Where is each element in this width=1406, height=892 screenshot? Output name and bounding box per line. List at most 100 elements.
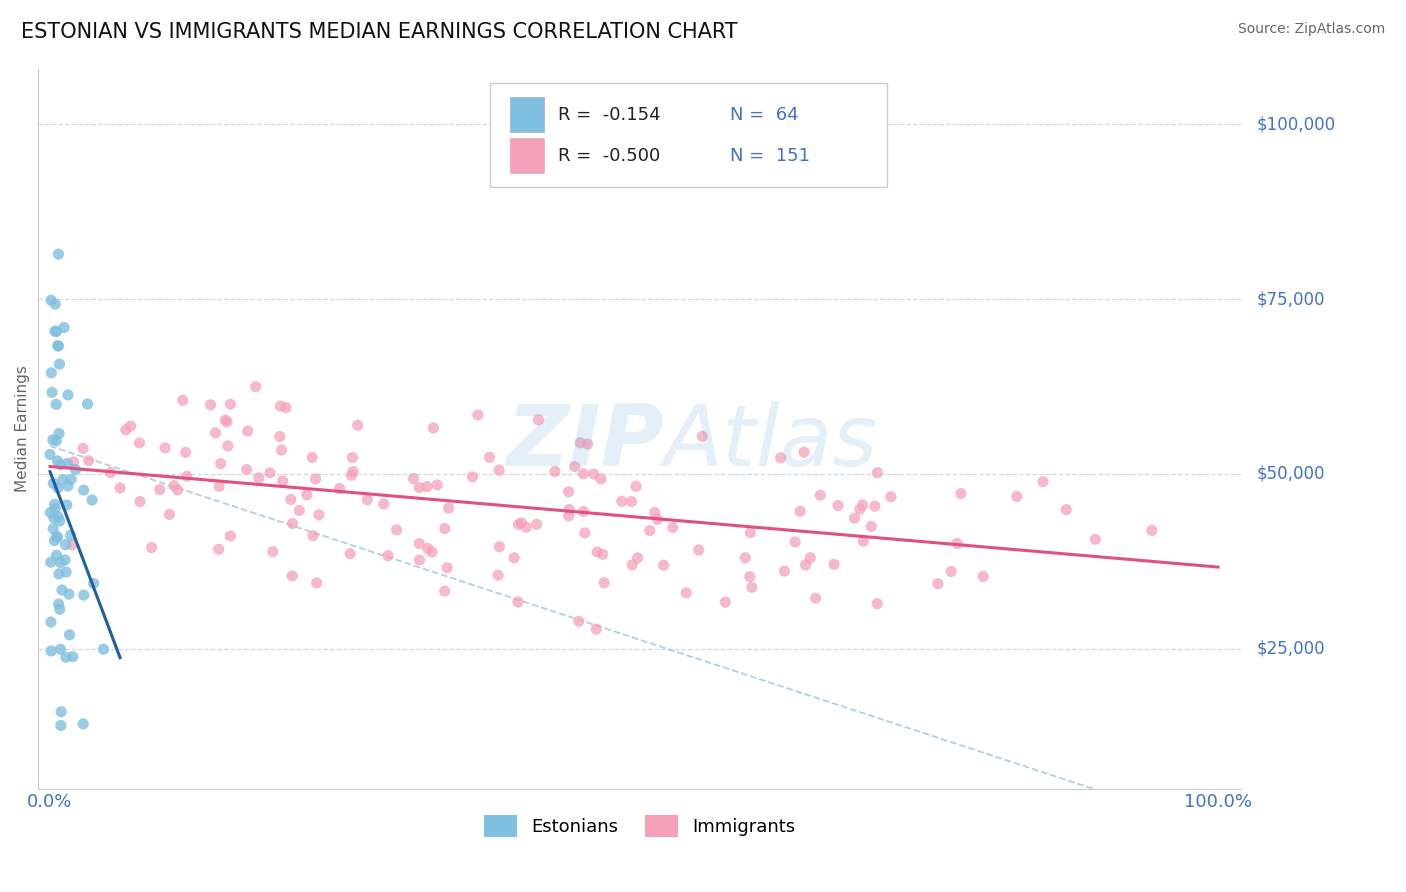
Point: [644, 506, 666, 520]
Point: [1140, 524, 1163, 538]
Point: [39, 447, 62, 461]
Point: [572, 467, 595, 481]
Point: [39, 644, 62, 658]
Point: [39, 555, 62, 569]
Point: [738, 569, 761, 583]
Point: [141, 541, 163, 555]
Point: [269, 429, 291, 443]
Point: [46, 454, 69, 468]
Point: [572, 504, 595, 518]
Point: [48, 426, 70, 441]
Point: [56, 388, 79, 402]
Point: [270, 443, 292, 458]
Point: [972, 569, 994, 583]
Point: [271, 474, 294, 488]
Point: [80, 493, 103, 508]
Point: [41, 385, 63, 400]
Point: [714, 595, 737, 609]
Point: [408, 536, 430, 550]
Point: [46, 530, 69, 544]
Point: [72, 717, 94, 731]
Point: [209, 457, 232, 471]
Point: [46, 509, 69, 524]
Point: [259, 466, 281, 480]
Point: [56, 457, 79, 471]
Point: [610, 494, 633, 508]
Point: [647, 512, 669, 526]
Point: [45, 530, 67, 544]
Point: [408, 481, 430, 495]
Point: [42, 476, 65, 491]
Point: [620, 494, 643, 508]
Point: [55, 650, 77, 665]
Point: [808, 488, 831, 502]
Point: [939, 565, 962, 579]
Point: [44, 533, 66, 548]
Point: [621, 558, 644, 572]
Point: [789, 504, 811, 518]
Point: [214, 413, 236, 427]
Point: [176, 469, 198, 483]
Point: [849, 502, 872, 516]
Text: ZIP: ZIP: [506, 401, 664, 484]
Point: [638, 524, 661, 538]
Point: [51, 582, 73, 597]
Point: [1032, 475, 1054, 489]
Point: [163, 478, 186, 492]
Text: $25,000: $25,000: [1257, 640, 1326, 657]
Point: [804, 591, 827, 606]
Point: [1005, 490, 1028, 504]
Point: [219, 397, 242, 411]
Point: [56, 479, 79, 493]
Point: [488, 540, 510, 554]
Point: [62, 649, 84, 664]
Point: [58, 587, 80, 601]
Point: [1084, 533, 1107, 547]
Point: [827, 499, 849, 513]
Text: Source: ZipAtlas.com: Source: ZipAtlas.com: [1237, 22, 1385, 37]
Point: [174, 445, 197, 459]
Point: [340, 468, 363, 483]
Text: N =  64: N = 64: [730, 105, 799, 124]
Point: [564, 459, 586, 474]
Point: [55, 538, 77, 552]
Point: [769, 450, 792, 465]
Point: [589, 472, 612, 486]
Point: [159, 508, 181, 522]
Legend: Estonians, Immigrants: Estonians, Immigrants: [477, 808, 803, 845]
Point: [785, 535, 807, 549]
Point: [46, 481, 69, 495]
Point: [342, 465, 364, 479]
Point: [281, 569, 304, 583]
Point: [288, 503, 311, 517]
Point: [60, 538, 83, 552]
Point: [308, 508, 330, 522]
Point: [486, 568, 509, 582]
Point: [576, 437, 599, 451]
Point: [42, 522, 65, 536]
Point: [65, 462, 87, 476]
Point: [373, 497, 395, 511]
Point: [76, 397, 98, 411]
Text: ESTONIAN VS IMMIGRANTS MEDIAN EARNINGS CORRELATION CHART: ESTONIAN VS IMMIGRANTS MEDIAN EARNINGS C…: [21, 22, 738, 42]
Point: [569, 435, 592, 450]
Point: [420, 545, 443, 559]
Point: [128, 436, 150, 450]
Point: [219, 529, 242, 543]
Point: [217, 439, 239, 453]
Point: [48, 247, 70, 261]
Point: [586, 545, 609, 559]
Point: [852, 534, 875, 549]
Point: [593, 575, 616, 590]
Point: [42, 510, 65, 524]
Text: R =  -0.154: R = -0.154: [558, 105, 661, 124]
Point: [208, 542, 231, 557]
Point: [527, 413, 550, 427]
Text: N =  151: N = 151: [730, 146, 810, 165]
Point: [488, 463, 510, 477]
Point: [866, 466, 889, 480]
Point: [44, 501, 66, 516]
Point: [346, 418, 368, 433]
Point: [734, 550, 756, 565]
Point: [93, 642, 115, 657]
